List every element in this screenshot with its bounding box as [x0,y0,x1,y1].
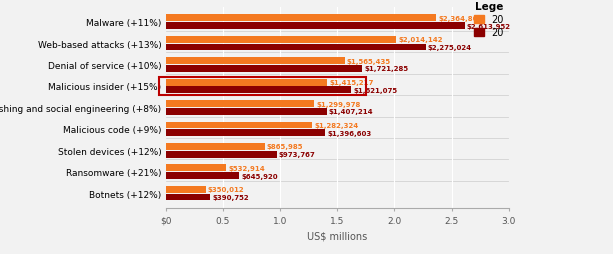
Bar [166,79,327,86]
Bar [166,172,240,179]
Bar [166,58,345,65]
Text: $2,613,952: $2,613,952 [466,23,511,29]
Text: $645,920: $645,920 [242,173,278,179]
Text: $1,565,435: $1,565,435 [347,58,391,65]
Bar [166,66,362,72]
Text: $1,415,217: $1,415,217 [330,80,374,86]
Bar [166,101,314,107]
Bar [166,165,226,171]
Bar [159,78,366,95]
Text: $532,914: $532,914 [229,165,265,171]
Bar [166,151,277,158]
Text: $2,275,024: $2,275,024 [428,45,472,51]
Text: $1,396,603: $1,396,603 [327,130,371,136]
Bar [166,122,312,129]
Bar [166,130,326,137]
Bar [166,108,327,115]
Bar [166,37,396,43]
Bar [166,144,265,150]
Text: $1,282,324: $1,282,324 [314,122,359,129]
Text: $1,299,978: $1,299,978 [316,101,360,107]
Bar [166,23,465,30]
Text: $1,721,285: $1,721,285 [365,66,409,72]
Text: $350,012: $350,012 [208,186,244,193]
Legend: 20, 20: 20, 20 [474,3,504,38]
Text: $973,767: $973,767 [279,151,316,157]
Text: $2,364,806: $2,364,806 [438,16,482,22]
Text: $865,985: $865,985 [267,144,303,150]
X-axis label: US$ millions: US$ millions [307,230,367,240]
Text: $390,752: $390,752 [212,194,249,200]
Text: $2,014,142: $2,014,142 [398,37,443,43]
Bar [166,87,351,94]
Bar [166,194,210,201]
Text: $1,407,214: $1,407,214 [329,109,373,115]
Bar [166,44,426,51]
Text: $1,621,075: $1,621,075 [353,87,397,93]
Bar [166,15,436,22]
Bar [166,186,205,193]
